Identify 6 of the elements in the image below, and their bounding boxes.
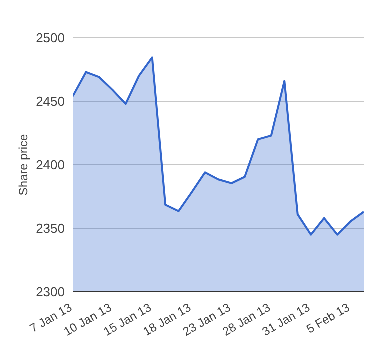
y-tick-label: 2300 — [36, 284, 65, 300]
y-tick-label: 2450 — [36, 94, 65, 110]
y-tick-label: 2500 — [36, 30, 65, 46]
y-axis-title: Share price — [16, 134, 30, 196]
y-tick-label: 2400 — [36, 158, 65, 173]
y-tick-label: 2350 — [36, 221, 65, 236]
